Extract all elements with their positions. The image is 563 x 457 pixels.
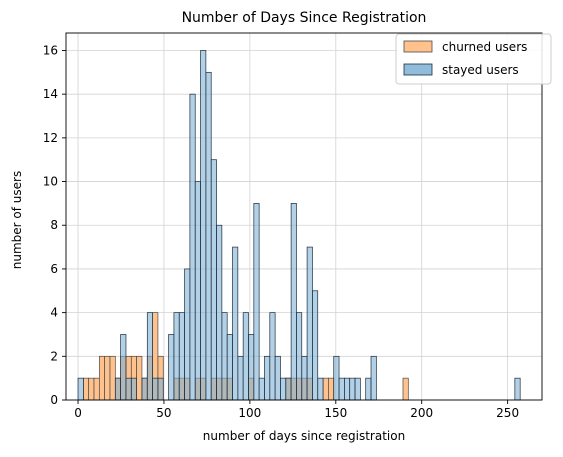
stayed-bar: [221, 312, 228, 401]
stayed-bar: [226, 334, 233, 401]
stayed-bar: [349, 377, 356, 401]
stayed-bar: [317, 377, 324, 401]
stayed-bar: [344, 377, 351, 401]
stayed-bar: [301, 355, 308, 401]
stayed-bar: [146, 312, 153, 401]
stayed-bar: [258, 377, 265, 401]
stayed-bar: [306, 246, 313, 401]
y-tick-label: 16: [43, 43, 58, 57]
churned-bar: [88, 377, 95, 401]
churned-bar: [328, 377, 335, 401]
legend-box: [395, 33, 552, 85]
legend: churned users stayed users: [395, 33, 552, 85]
stayed-bar: [114, 377, 121, 401]
churned-bar: [136, 355, 143, 401]
stayed-bar: [290, 203, 297, 401]
x-tick-label: 100: [238, 406, 261, 420]
stayed-bar: [264, 355, 271, 401]
stayed-bar: [370, 355, 377, 401]
stayed-bar: [232, 246, 239, 401]
stayed-bar: [312, 290, 319, 401]
stayed-bar: [253, 203, 260, 401]
y-tick-label: 8: [50, 218, 58, 232]
y-tick-label: 0: [50, 393, 58, 407]
stayed-bar: [514, 377, 521, 401]
stayed-bar: [200, 50, 207, 401]
churned-bar: [402, 377, 409, 401]
x-tick-label: 50: [156, 406, 171, 420]
stayed-bar: [333, 355, 340, 401]
stayed-bar: [77, 377, 84, 401]
legend-label-churned: churned users: [442, 40, 527, 54]
stayed-bar: [237, 355, 244, 401]
stayed-bar: [194, 181, 201, 401]
legend-label-stayed: stayed users: [442, 63, 519, 77]
stayed-bar: [184, 268, 191, 401]
stayed-bar: [210, 159, 217, 401]
stayed-bar: [130, 377, 137, 401]
x-tick-label: 0: [74, 406, 82, 420]
x-tick-label: 200: [410, 406, 433, 420]
stayed-bar: [120, 334, 127, 401]
y-axis-ticks: 0 2 4 6 8 10 12 14 16: [43, 43, 66, 407]
churned-bar: [322, 377, 329, 401]
stayed-bar: [125, 377, 132, 401]
churned-bar: [93, 377, 100, 401]
y-tick-label: 6: [50, 262, 58, 276]
stayed-bar: [354, 377, 361, 401]
x-tick-label: 150: [324, 406, 347, 420]
x-axis-ticks: 0 50 100 150 200 250: [74, 400, 519, 420]
churned-bar: [104, 355, 111, 401]
y-tick-label: 2: [50, 349, 58, 363]
plot-frame: [65, 32, 543, 401]
stayed-bar: [365, 377, 372, 401]
stayed-bar: [242, 312, 249, 401]
legend-swatch-churned: [403, 40, 433, 53]
stayed-bar: [285, 377, 292, 401]
churned-bar: [109, 355, 116, 401]
y-tick-label: 14: [43, 87, 58, 101]
stayed-bar: [280, 377, 287, 401]
stayed-bar: [173, 312, 180, 401]
stayed-bar: [216, 224, 223, 401]
stayed-bar: [157, 377, 164, 401]
grid-lines: [66, 33, 542, 401]
stayed-bar: [152, 377, 159, 401]
y-tick-label: 10: [43, 175, 58, 189]
y-axis-label: number of users: [10, 171, 24, 269]
churned-bar: [98, 355, 106, 401]
x-axis-label: number of days since registration: [203, 429, 405, 443]
stayed-bar: [248, 334, 255, 401]
stayed-bar: [296, 312, 303, 401]
stayed-bar: [338, 377, 345, 401]
stayed-bar: [274, 355, 281, 401]
legend-swatch-stayed: [403, 63, 433, 76]
chart-title: Number of Days Since Registration: [182, 10, 427, 26]
stayed-bar: [141, 377, 148, 401]
stayed-bar: [269, 312, 276, 401]
y-tick-label: 12: [43, 131, 58, 145]
y-tick-label: 4: [50, 306, 58, 320]
stayed-bar: [205, 71, 212, 401]
churned-bar: [83, 377, 90, 401]
stayed-bar: [189, 93, 196, 401]
stayed-bar: [168, 334, 175, 401]
stayed-bar: [178, 312, 185, 401]
x-tick-label: 250: [496, 406, 519, 420]
